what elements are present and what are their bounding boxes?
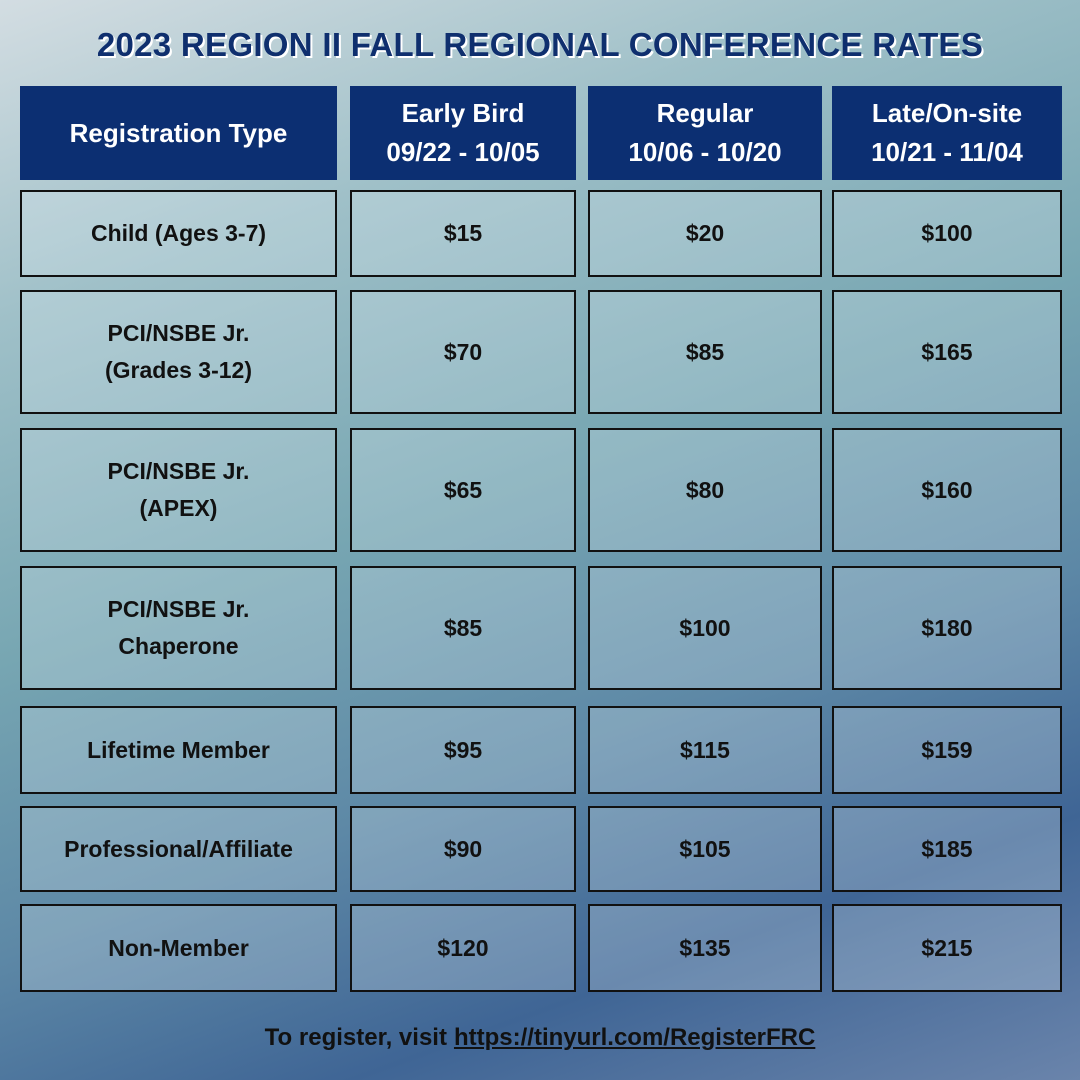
price-cell: $90: [350, 806, 576, 892]
header-dates: 10/06 - 10/20: [628, 137, 782, 167]
footer-text: To register, visit: [264, 1024, 447, 1051]
type-line: PCI/NSBE Jr.: [107, 596, 250, 623]
price-cell: $135: [588, 904, 822, 992]
price: $185: [921, 835, 973, 862]
price-cell: $159: [832, 706, 1062, 794]
header-cell: Regular 10/06 - 10/20: [588, 86, 822, 180]
register-link[interactable]: https://tinyurl.com/RegisterFRC: [453, 1024, 816, 1051]
header-dates: 09/22 - 10/05: [386, 137, 540, 167]
title: 2023 REGION II FALL REGIONAL CONFERENCE …: [96, 26, 984, 63]
price-cell: $185: [832, 806, 1062, 892]
price: $70: [443, 338, 483, 365]
price-cell: $160: [832, 428, 1062, 552]
header-label: Early Bird: [401, 98, 525, 128]
type-line: PCI/NSBE Jr.: [107, 320, 250, 347]
price-cell: $85: [350, 566, 576, 690]
price: $90: [443, 835, 483, 862]
type-cell: Lifetime Member: [20, 706, 337, 794]
type-line: Lifetime Member: [87, 736, 270, 763]
price-cell: $165: [832, 290, 1062, 414]
type-cell: PCI/NSBE Jr. (APEX): [20, 428, 337, 552]
type-line: Chaperone: [118, 633, 239, 659]
price: $215: [921, 934, 973, 961]
price-cell: $95: [350, 706, 576, 794]
type-cell: Child (Ages 3-7): [20, 190, 337, 277]
price-cell: $80: [588, 428, 822, 552]
price-cell: $15: [350, 190, 576, 277]
type-line: PCI/NSBE Jr.: [107, 458, 250, 485]
price: $105: [679, 835, 731, 862]
price-cell: $215: [832, 904, 1062, 992]
price-cell: $120: [350, 904, 576, 992]
price: $159: [921, 736, 973, 763]
header-cell: Registration Type: [20, 86, 337, 180]
price-cell: $20: [588, 190, 822, 277]
type-line: (Grades 3-12): [104, 357, 252, 383]
price: $15: [443, 220, 483, 247]
price: $165: [921, 338, 973, 365]
header-dates: 10/21 - 11/04: [871, 137, 1023, 167]
header-label: Registration Type: [69, 117, 288, 148]
price: $85: [443, 614, 483, 641]
price-cell: $115: [588, 706, 822, 794]
type-line: (APEX): [139, 495, 218, 521]
price-cell: $65: [350, 428, 576, 552]
type-line: Non-Member: [108, 934, 249, 961]
header-label: Regular: [656, 98, 754, 128]
price: $100: [679, 614, 731, 641]
price: $135: [679, 934, 731, 961]
type-cell: PCI/NSBE Jr. (Grades 3-12): [20, 290, 337, 414]
header-cell: Early Bird 09/22 - 10/05: [350, 86, 576, 180]
type-line: Child (Ages 3-7): [90, 220, 267, 247]
price: $85: [685, 338, 725, 365]
price-cell: $100: [832, 190, 1062, 277]
price: $120: [437, 934, 489, 961]
header-cell: Late/On-site 10/21 - 11/04: [832, 86, 1062, 180]
price-cell: $85: [588, 290, 822, 414]
header-label: Late/On-site: [871, 98, 1023, 128]
price-cell: $105: [588, 806, 822, 892]
price-cell: $100: [588, 566, 822, 690]
type-cell: Professional/Affiliate: [20, 806, 337, 892]
price-cell: $70: [350, 290, 576, 414]
price: $100: [921, 220, 973, 247]
price: $95: [443, 736, 483, 763]
price-cell: $180: [832, 566, 1062, 690]
footer: To register, visit https://tinyurl.com/Re…: [0, 1024, 1080, 1052]
type-line: Professional/Affiliate: [64, 835, 293, 862]
price: $160: [921, 476, 973, 503]
price: $115: [680, 736, 730, 763]
type-cell: PCI/NSBE Jr. Chaperone: [20, 566, 337, 690]
price: $80: [685, 476, 725, 503]
price: $180: [921, 614, 973, 641]
type-cell: Non-Member: [20, 904, 337, 992]
price: $20: [685, 220, 725, 247]
price: $65: [443, 476, 483, 503]
